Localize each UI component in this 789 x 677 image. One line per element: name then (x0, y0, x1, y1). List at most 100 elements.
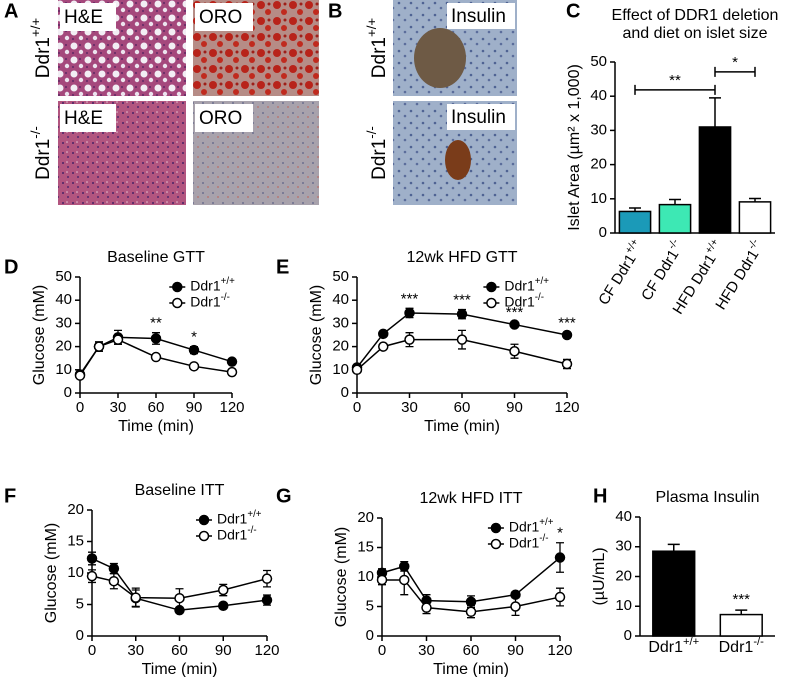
data-point (561, 358, 573, 370)
label-box (447, 3, 515, 29)
significance: ** (150, 315, 162, 332)
label-box (195, 3, 253, 31)
data-point (130, 592, 141, 603)
legend-marker (490, 522, 502, 534)
bar (658, 203, 692, 234)
y-tick-label: 30 (590, 121, 607, 138)
data-point (218, 600, 229, 612)
bar (652, 550, 696, 637)
x-tick-label: 60 (454, 399, 471, 416)
data-point (188, 344, 200, 356)
panel-letter: F (4, 485, 16, 507)
significance: *** (401, 290, 419, 307)
y-tick-label: 40 (615, 508, 632, 525)
data-point (376, 574, 388, 586)
data-point (509, 319, 520, 330)
chart-title-box: Effect of DDR1 deletion and diet on isle… (611, 7, 779, 42)
row-label: Ddr1-/- (28, 126, 54, 180)
x-tick-label: 60 (148, 399, 165, 416)
data-point (404, 307, 415, 319)
y-axis-label: Islet Area (µm² x 1,000) (566, 64, 583, 231)
row-label: Ddr1+/+ (364, 18, 390, 79)
data-point (150, 351, 162, 363)
label-box (60, 104, 116, 132)
data-point (93, 341, 105, 352)
panel-letter: A (4, 0, 18, 22)
legend-label: Ddr1-/- (190, 292, 230, 310)
stain-label: ORO (199, 108, 242, 129)
error-bar (709, 97, 721, 127)
chart-title-box: 12wk HFD ITT (419, 490, 523, 507)
data-point (174, 592, 185, 604)
x-tick-label: 120 (219, 399, 244, 416)
y-tick-label: 20 (55, 338, 72, 355)
x-tick-label: 0 (76, 399, 84, 416)
chart-title: 12wk HFD ITT (419, 490, 523, 507)
series-line (356, 312, 568, 368)
label-box (447, 104, 515, 130)
x-tick-label: 0 (88, 642, 96, 659)
data-point (378, 328, 389, 340)
x-tick-label: 90 (186, 399, 203, 416)
data-point (112, 334, 124, 345)
y-tick-label: 40 (55, 291, 72, 308)
chart-title: Baseline GTT (107, 249, 205, 266)
data-point (108, 563, 120, 574)
legend-marker (172, 297, 183, 309)
y-axis-label: Glucose (mM) (31, 285, 48, 385)
data-point (108, 575, 120, 587)
x-tick-label: 30 (110, 399, 127, 416)
y-tick-label: 5 (366, 597, 374, 614)
y-tick-label: 50 (55, 268, 72, 285)
row-label: Ddr1+/+ (28, 18, 54, 79)
significance: *** (732, 591, 750, 608)
data-point (261, 594, 273, 606)
chart-title-box: Plasma Insulin (655, 489, 760, 506)
chart-title: Effect of DDR1 deletion and diet on isle… (611, 7, 779, 42)
data-point (378, 341, 389, 352)
significance: * (191, 329, 197, 346)
y-tick-label: 0 (76, 627, 84, 644)
data-point (188, 361, 200, 372)
chart-title: Plasma Insulin (655, 489, 760, 506)
chart-title-box: 12wk HFD GTT (406, 249, 517, 266)
x-tick-label: HFD Ddr1-/- (710, 236, 768, 313)
bar (698, 126, 732, 234)
data-point (554, 591, 566, 603)
chart-title-box: Baseline GTT (107, 249, 205, 266)
x-axis-label: Time (min) (433, 661, 509, 677)
data-point (351, 364, 363, 376)
panel-letter: D (4, 256, 18, 278)
y-tick-label: 20 (357, 509, 374, 526)
y-tick-label: 20 (67, 501, 84, 518)
x-tick-label: 120 (254, 642, 279, 659)
y-tick-label: 10 (55, 361, 72, 378)
legend-label: Ddr1+/+ (504, 276, 549, 294)
y-tick-label: 0 (366, 627, 374, 644)
legend-label: Ddr1+/+ (217, 509, 262, 527)
x-tick-label: 120 (547, 642, 572, 659)
panel-letter: E (276, 256, 289, 278)
label-box (195, 104, 253, 132)
chart-title: Baseline ITT (134, 482, 225, 499)
y-tick-label: 50 (590, 53, 607, 70)
data-point (465, 606, 477, 618)
legend-label: Ddr1-/- (217, 525, 257, 543)
data-point (226, 356, 238, 367)
label-box (60, 3, 116, 31)
y-tick-label: 20 (590, 156, 607, 173)
chart-title-box: Baseline ITT (134, 482, 225, 499)
bar (719, 613, 763, 637)
data-point (456, 308, 468, 320)
y-tick-label: 10 (67, 564, 84, 581)
significance: *** (558, 315, 576, 332)
y-tick-label: 50 (332, 268, 349, 285)
stain-label: Insulin (451, 107, 506, 128)
y-tick-label: 40 (332, 291, 349, 308)
x-tick-label: 90 (215, 642, 232, 659)
panel-letter: G (276, 485, 292, 507)
x-tick-label: 120 (554, 399, 579, 416)
data-point (554, 552, 566, 563)
y-tick-label: 15 (357, 538, 374, 555)
